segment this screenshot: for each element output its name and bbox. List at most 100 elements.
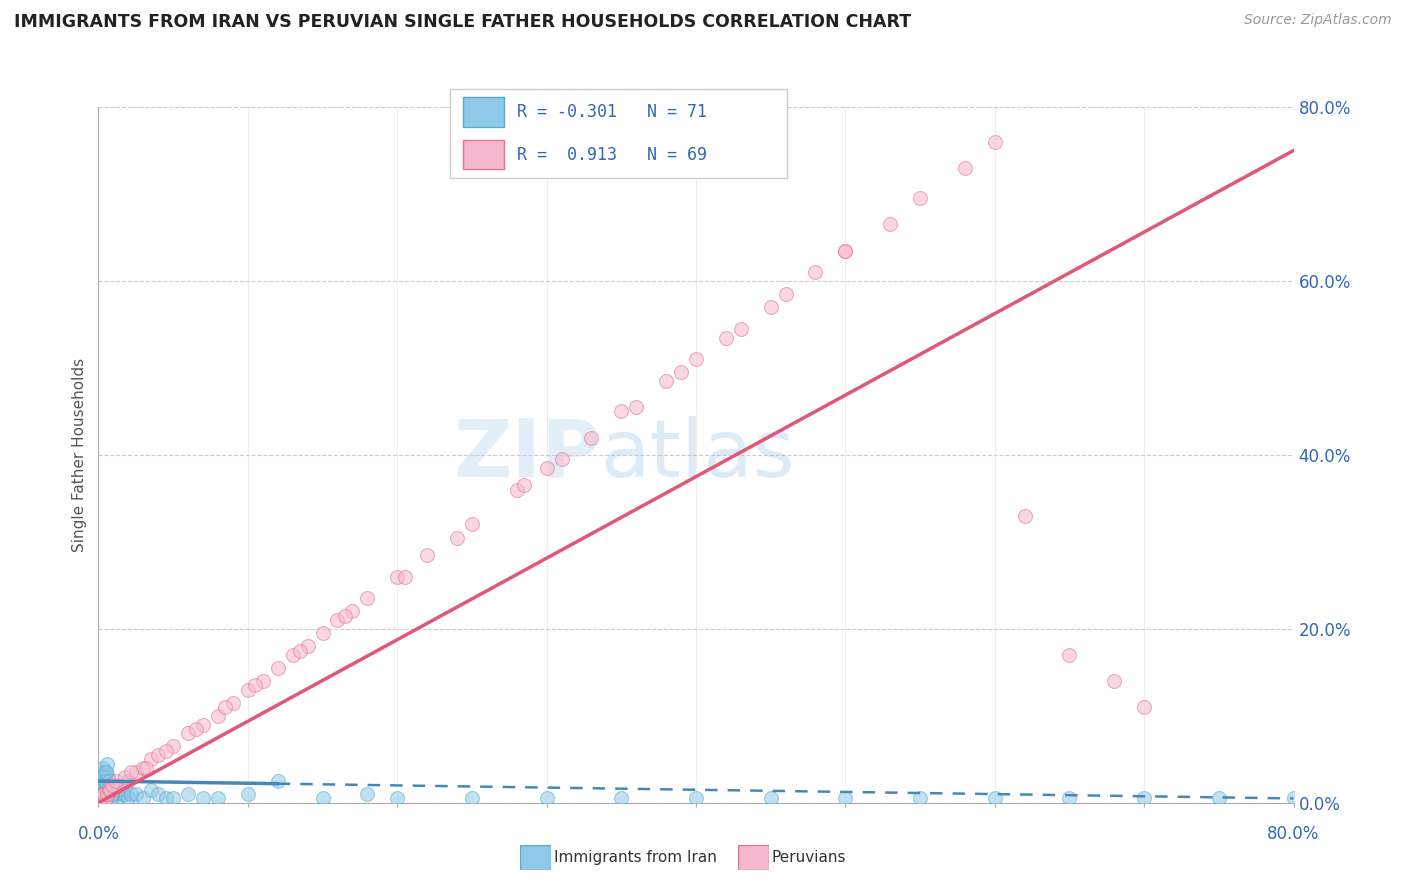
Point <box>177 726 200 740</box>
Point <box>267 661 290 675</box>
Point <box>89 774 111 789</box>
Point <box>191 717 214 731</box>
Point <box>669 365 692 379</box>
Point <box>107 791 129 805</box>
Point <box>214 700 236 714</box>
Point <box>326 613 349 627</box>
Point <box>101 778 124 792</box>
Point <box>394 570 416 584</box>
Point <box>111 787 134 801</box>
Point <box>162 791 184 805</box>
Point <box>98 774 121 789</box>
Point <box>550 452 572 467</box>
Point <box>1133 700 1156 714</box>
Point <box>96 778 118 792</box>
Point <box>714 330 737 344</box>
Point <box>162 739 184 754</box>
Point <box>155 744 177 758</box>
Point <box>114 787 136 801</box>
Point <box>759 300 782 314</box>
Bar <box>464 140 503 169</box>
Point <box>90 778 112 792</box>
Point <box>120 765 142 780</box>
Point <box>385 570 409 584</box>
Point <box>90 780 112 794</box>
Point <box>385 791 409 805</box>
Point <box>103 778 125 792</box>
Point <box>97 782 120 797</box>
Point <box>252 674 274 689</box>
Point <box>1208 791 1230 805</box>
Point <box>416 548 439 562</box>
Point <box>759 791 782 805</box>
Point <box>100 787 122 801</box>
Point <box>101 782 124 797</box>
Point <box>356 787 378 801</box>
Point <box>93 778 115 792</box>
Point <box>908 791 931 805</box>
Point <box>446 531 468 545</box>
Point <box>685 352 707 367</box>
Point <box>461 517 484 532</box>
Point <box>91 774 114 789</box>
Point <box>1282 791 1305 805</box>
Point <box>110 778 132 792</box>
Point <box>207 791 229 805</box>
Point <box>1059 648 1081 662</box>
Point <box>96 787 118 801</box>
Point <box>730 322 752 336</box>
Point <box>184 722 207 736</box>
Point <box>655 374 678 388</box>
Point <box>879 218 901 232</box>
Point <box>236 682 259 697</box>
Point <box>110 782 132 797</box>
Point <box>834 791 856 805</box>
Point <box>222 696 245 710</box>
Point <box>245 678 267 692</box>
Text: R = -0.301   N = 71: R = -0.301 N = 71 <box>517 103 707 121</box>
Point <box>97 787 120 801</box>
Point <box>96 756 118 771</box>
Text: IMMIGRANTS FROM IRAN VS PERUVIAN SINGLE FATHER HOUSEHOLDS CORRELATION CHART: IMMIGRANTS FROM IRAN VS PERUVIAN SINGLE … <box>14 13 911 31</box>
Point <box>90 774 112 789</box>
Bar <box>464 97 503 127</box>
Text: 80.0%: 80.0% <box>1267 825 1320 843</box>
Point <box>135 761 157 775</box>
Point <box>267 774 290 789</box>
Text: 0.0%: 0.0% <box>77 825 120 843</box>
Point <box>461 791 484 805</box>
Point <box>89 787 111 801</box>
Point <box>288 643 311 657</box>
Point <box>804 265 827 279</box>
Point <box>281 648 304 662</box>
Point <box>984 135 1007 149</box>
Point <box>120 787 142 801</box>
Point <box>97 770 120 784</box>
Point <box>513 478 536 492</box>
Point <box>191 791 214 805</box>
Point <box>90 770 112 784</box>
Point <box>834 244 856 258</box>
Point <box>103 782 125 797</box>
Point <box>94 765 117 780</box>
Point <box>93 774 115 789</box>
Point <box>100 791 122 805</box>
Text: Immigrants from Iran: Immigrants from Iran <box>554 850 717 864</box>
Point <box>105 782 128 797</box>
Text: Peruvians: Peruvians <box>772 850 846 864</box>
Point <box>91 787 114 801</box>
Text: Source: ZipAtlas.com: Source: ZipAtlas.com <box>1244 13 1392 28</box>
Point <box>94 765 117 780</box>
Point <box>93 782 115 797</box>
Point <box>89 782 111 797</box>
Point <box>94 774 117 789</box>
Point <box>125 787 148 801</box>
Point <box>581 430 603 444</box>
Point <box>155 791 177 805</box>
Point <box>177 787 200 801</box>
Point <box>1059 791 1081 805</box>
Point <box>984 791 1007 805</box>
Point <box>117 774 139 789</box>
Point <box>311 791 333 805</box>
Point <box>90 782 112 797</box>
